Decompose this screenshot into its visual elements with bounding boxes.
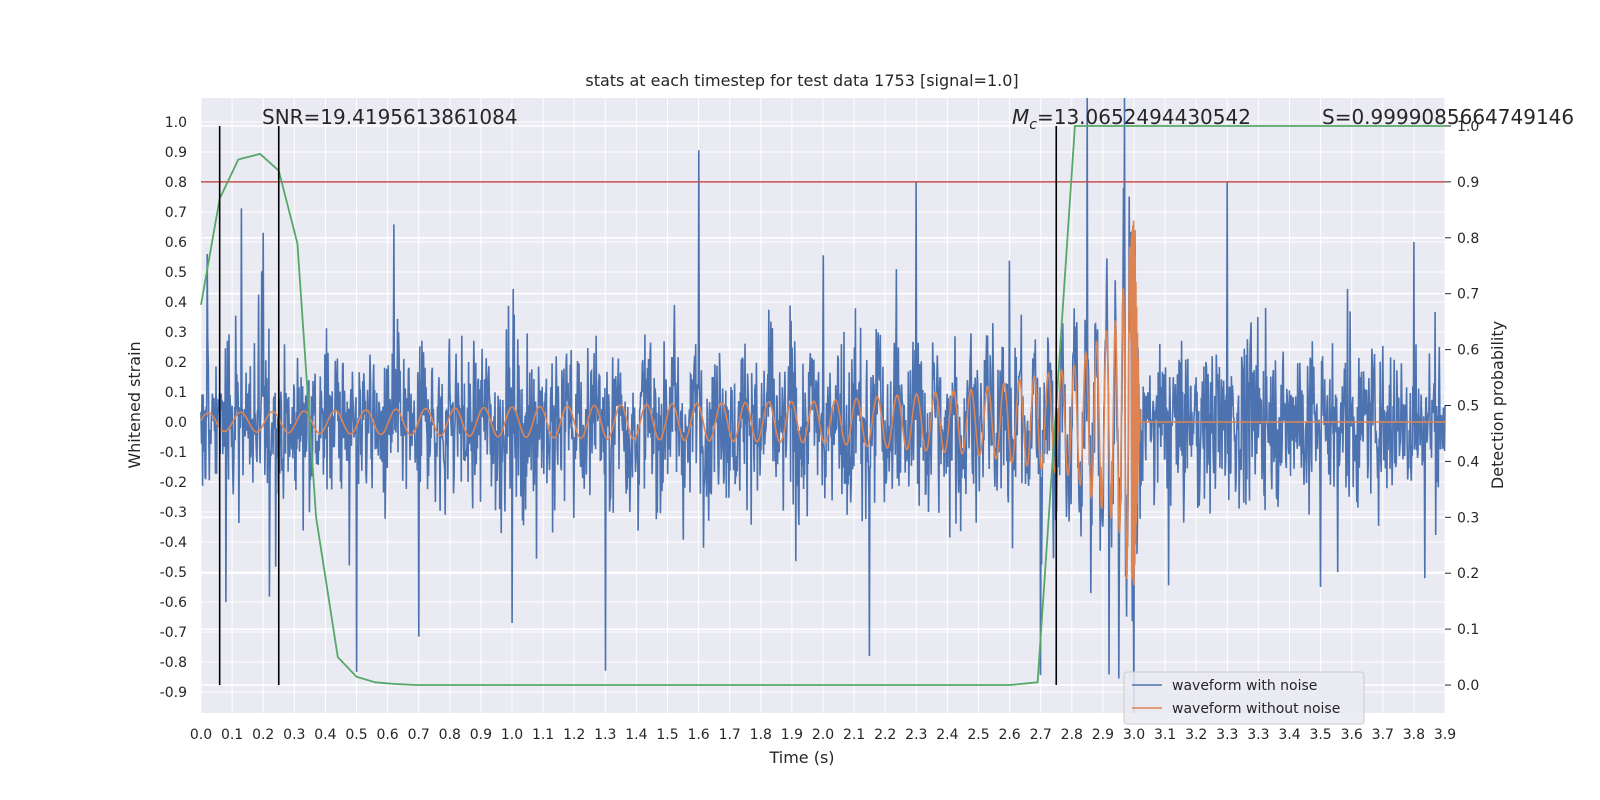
x-tick-label: 3.0 <box>1123 727 1145 743</box>
y-tick-label: 0.3 <box>165 325 187 341</box>
x-tick-label: 2.6 <box>998 727 1020 743</box>
x-tick-label: 0.6 <box>376 727 398 743</box>
y-tick-label: -0.8 <box>160 655 187 671</box>
x-tick-labels: 0.0 0.1 0.2 0.3 0.4 0.5 0.6 0.7 0.8 0.9 1.0 1.1 1.2 1… <box>190 727 1456 743</box>
legend-box <box>1123 671 1365 725</box>
snr-annotation: SNR=19.4195613861084 <box>262 105 518 129</box>
y-tick-label: -0.7 <box>160 625 187 641</box>
chirp-mass-annotation: Mc=13.0652494430542 <box>1012 105 1251 133</box>
x-tick-label: 0.4 <box>314 727 336 743</box>
x-tick-label: 2.7 <box>1030 727 1052 743</box>
y-tick-label: -0.1 <box>160 445 187 461</box>
x-tick-label: 3.4 <box>1278 727 1300 743</box>
x-tick-label: 2.8 <box>1061 727 1083 743</box>
y-tick-label: 0.2 <box>165 355 187 371</box>
series-waveform-with-noise <box>200 97 1446 714</box>
x-tick-label: 2.3 <box>905 727 927 743</box>
y-tick-label: -0.5 <box>160 565 187 581</box>
x-tick-label: 1.1 <box>532 727 554 743</box>
y-tick-label: 0.5 <box>165 265 187 281</box>
y-tick-label: 0.1 <box>165 385 187 401</box>
y-right-tick-label: 0.0 <box>1457 678 1479 694</box>
y-tick-label: 1.0 <box>165 115 187 131</box>
x-tick-label: 0.1 <box>221 727 243 743</box>
x-tick-label: 2.0 <box>812 727 834 743</box>
legend: waveform with noise waveform without noi… <box>1123 671 1365 725</box>
y-tick-label: -0.2 <box>160 475 187 491</box>
legend-label-noise: waveform with noise <box>1172 678 1317 694</box>
series-detection-probability <box>200 125 1445 686</box>
clean-line <box>200 220 1445 586</box>
noise-line <box>200 97 1446 714</box>
legend-label-clean: waveform without noise <box>1172 701 1340 717</box>
y-tick-label: 0.6 <box>165 235 187 251</box>
y-right-tick-label: 0.7 <box>1457 287 1479 303</box>
x-tick-label: 3.6 <box>1341 727 1363 743</box>
x-tick-label: 1.8 <box>750 727 772 743</box>
x-tick-label: 0.2 <box>252 727 274 743</box>
x-tick-label: 3.1 <box>1154 727 1176 743</box>
x-tick-label: 1.9 <box>781 727 803 743</box>
x-tick-label: 0.3 <box>283 727 305 743</box>
vertical-markers <box>218 125 1058 686</box>
y-right-tick-label: 0.4 <box>1457 454 1479 470</box>
x-tick-label: 1.4 <box>625 727 647 743</box>
y-tick-label: 0.9 <box>165 145 187 161</box>
x-tick-label: 0.0 <box>190 727 212 743</box>
y-right-tick-labels: 1.0 0.9 0.8 0.7 0.6 0.5 0.4 0.3 0.2 0.1 0.0 <box>1445 119 1479 694</box>
y-tick-label: 0.7 <box>165 205 187 221</box>
probability-line <box>200 125 1445 686</box>
y-tick-label: -0.3 <box>160 505 187 521</box>
y-right-axis-label: Detection probability <box>1488 321 1507 489</box>
x-tick-label: 3.5 <box>1309 727 1331 743</box>
y-right-tick-label: 0.6 <box>1457 343 1479 359</box>
x-tick-label: 1.5 <box>656 727 678 743</box>
y-right-tick-label: 0.8 <box>1457 231 1479 247</box>
x-tick-label: 2.2 <box>874 727 896 743</box>
x-tick-label: 1.7 <box>719 727 741 743</box>
x-tick-label: 3.9 <box>1434 727 1456 743</box>
x-tick-label: 3.8 <box>1403 727 1425 743</box>
x-axis-label: Time (s) <box>768 748 834 767</box>
x-tick-label: 0.8 <box>439 727 461 743</box>
y-right-tick-label: 0.9 <box>1457 175 1479 191</box>
x-tick-label: 3.3 <box>1247 727 1269 743</box>
x-tick-label: 0.9 <box>470 727 492 743</box>
y-axis-label: Whitened strain <box>125 341 144 468</box>
y-tick-labels: 1.0 0.9 0.8 0.7 0.6 0.5 0.4 0.3 0.2 0.1 0.0 -0.1 -0.… <box>160 115 187 701</box>
y-right-tick-label: 1.0 <box>1457 119 1479 135</box>
x-tick-label: 2.9 <box>1092 727 1114 743</box>
y-tick-label: -0.9 <box>160 685 187 701</box>
y-tick-label: -0.6 <box>160 595 187 611</box>
y-right-tick-label: 0.1 <box>1457 622 1479 638</box>
x-tick-label: 2.4 <box>936 727 958 743</box>
x-tick-label: 0.5 <box>345 727 367 743</box>
y-right-tick-label: 0.2 <box>1457 566 1479 582</box>
y-tick-label: 0.0 <box>165 415 187 431</box>
y-right-tick-label: 0.5 <box>1457 399 1479 415</box>
y-tick-label: 0.8 <box>165 175 187 191</box>
chart-title: stats at each timestep for test data 175… <box>585 71 1018 90</box>
x-tick-label: 0.7 <box>408 727 430 743</box>
x-tick-label: 2.5 <box>967 727 989 743</box>
x-tick-label: 3.3 <box>1216 727 1238 743</box>
x-tick-label: 1.6 <box>687 727 709 743</box>
x-tick-label: 1.0 <box>501 727 523 743</box>
series-waveform-without-noise <box>200 220 1445 586</box>
score-annotation: S=0.9999085664749146 <box>1322 105 1574 129</box>
x-tick-label: 1.2 <box>563 727 585 743</box>
x-tick-label: 3.7 <box>1372 727 1394 743</box>
y-right-tick-label: 0.3 <box>1457 510 1479 526</box>
x-tick-label: 3.2 <box>1185 727 1207 743</box>
x-tick-label: 2.1 <box>843 727 865 743</box>
x-tick-label: 1.3 <box>594 727 616 743</box>
y-tick-label: 0.4 <box>165 295 187 311</box>
y-tick-label: -0.4 <box>160 535 187 551</box>
